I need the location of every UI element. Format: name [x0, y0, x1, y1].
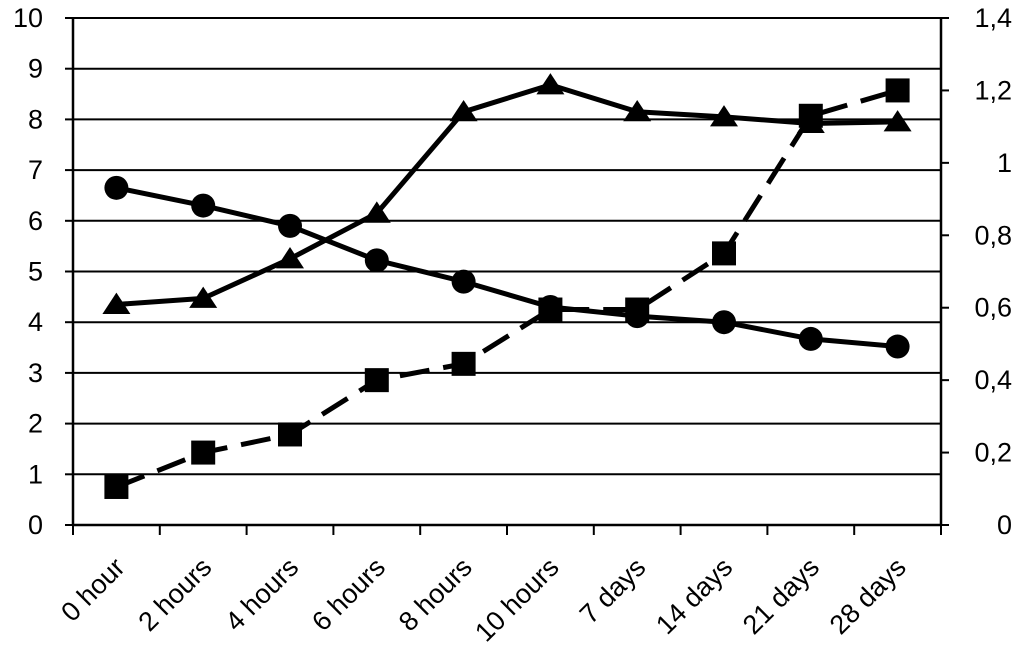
data-point-square	[625, 297, 650, 322]
right-tick-label: 1,2	[974, 75, 1012, 105]
left-tick-label: 3	[28, 358, 43, 388]
series-layer	[102, 73, 912, 499]
data-point-triangle	[276, 247, 304, 269]
left-tick-label: 9	[28, 54, 43, 84]
data-point-triangle	[623, 100, 652, 122]
data-point-square	[364, 368, 389, 393]
data-point-circle	[364, 248, 389, 273]
data-point-circle	[712, 310, 736, 335]
data-point-square	[885, 78, 910, 103]
right-tick-label: 0	[997, 510, 1012, 540]
x-tick-label: 0 hour	[55, 552, 130, 627]
data-point-square	[798, 103, 823, 128]
data-point-square	[191, 440, 216, 465]
x-tick-label: 6 hours	[306, 552, 391, 637]
data-point-square	[104, 474, 129, 499]
right-y-axis-ticks: 0 0,2 0,4 0,6 0,8 1 1,2 1,4	[941, 3, 1012, 540]
left-tick-label: 6	[28, 206, 43, 236]
data-point-square	[278, 422, 302, 447]
x-tick-label: 4 hours	[219, 552, 304, 637]
x-tick-label: 8 hours	[393, 552, 478, 637]
x-tick-label: 28 days	[824, 552, 912, 640]
gridlines	[73, 17, 941, 526]
data-point-triangle	[362, 201, 391, 223]
x-tick-label: 2 hours	[133, 552, 218, 637]
data-point-circle	[885, 334, 910, 359]
data-point-triangle	[883, 110, 912, 132]
left-y-axis-ticks: 0 1 2 3 4 5 6 7 8 9 10	[13, 3, 73, 540]
series-line-circle	[115, 185, 898, 349]
series-line-triangle	[116, 82, 898, 307]
data-point-circle	[798, 326, 823, 351]
x-tick-label: 7 days	[574, 552, 651, 629]
series-circle	[104, 175, 910, 359]
data-point-triangle	[710, 105, 738, 127]
right-tick-label: 0,4	[974, 365, 1012, 395]
data-point-square	[712, 241, 736, 266]
data-point-triangle	[189, 286, 218, 308]
data-point-circle	[191, 193, 216, 218]
left-tick-label: 10	[13, 3, 43, 33]
data-point-circle	[278, 213, 302, 238]
left-tick-label: 7	[28, 155, 43, 185]
data-point-triangle	[536, 73, 565, 95]
series-square	[104, 78, 910, 499]
left-tick-label: 8	[28, 104, 43, 134]
data-point-square	[538, 297, 563, 322]
series-line-square	[115, 88, 899, 490]
right-tick-label: 0,2	[974, 438, 1012, 468]
right-tick-label: 1,4	[974, 3, 1012, 33]
x-tick-label: 14 days	[650, 552, 738, 640]
data-point-square	[451, 351, 476, 376]
series-triangle	[102, 73, 912, 314]
right-tick-label: 1	[997, 148, 1012, 178]
left-tick-label: 0	[28, 510, 43, 540]
right-tick-label: 0,6	[974, 293, 1012, 323]
data-point-circle	[104, 175, 129, 200]
x-tick-label: 10 hours	[469, 552, 565, 648]
right-tick-label: 0,8	[974, 220, 1012, 250]
data-point-triangle	[102, 292, 131, 314]
left-tick-label: 4	[28, 307, 43, 337]
x-tick-label: 21 days	[737, 552, 825, 640]
left-tick-label: 2	[28, 409, 43, 439]
left-tick-label: 1	[28, 459, 43, 489]
data-point-circle	[451, 269, 476, 294]
data-point-triangle	[449, 100, 478, 122]
left-tick-label: 5	[28, 257, 43, 287]
